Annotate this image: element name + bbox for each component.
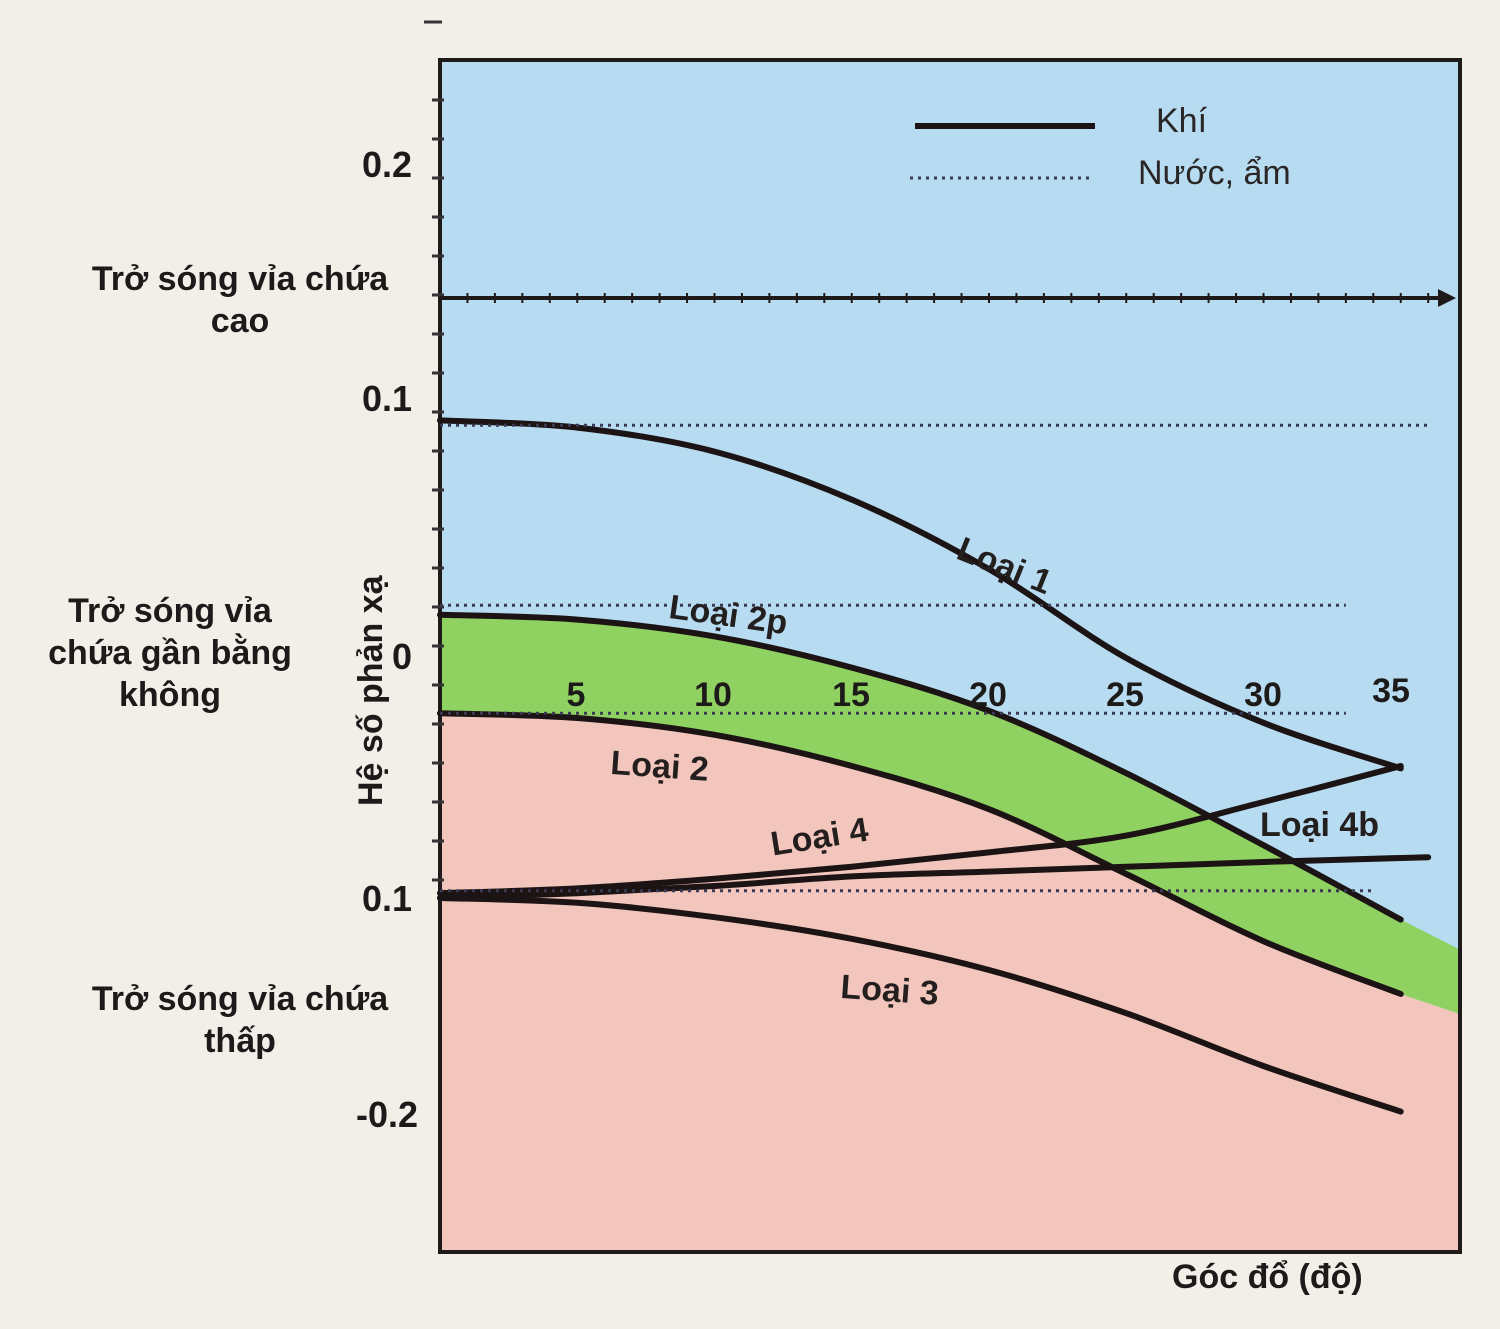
zone-label-line: Trở sóng vỉa chứa [91, 260, 389, 298]
zone-label-line: Trở sóng vỉa chứa [91, 980, 389, 1018]
series-line-loai-4b [437, 854, 1432, 901]
x-axis-title: Góc đổ (độ) [1172, 1258, 1363, 1296]
zone-label-low: Trở sóng vỉa chứa thấp [40, 978, 440, 1062]
series-label-loai-3: Loại 3 [839, 968, 941, 1013]
x-tick-label: 25 [1106, 676, 1144, 714]
y-tick-label: 0.1 [361, 378, 412, 419]
x-tick-label: 15 [832, 676, 870, 714]
zone-label-line: cao [210, 302, 270, 340]
x-tick-label: 20 [969, 676, 1007, 714]
plot-frame [438, 58, 1462, 1254]
x-tick-label: 35 [1372, 672, 1410, 710]
series-line-loai-3 [437, 895, 1404, 1115]
y-tick-label: 0.2 [361, 144, 412, 185]
x-tick-label: 10 [694, 676, 732, 714]
zone-low-background [440, 713, 1460, 1252]
zone-label-near-zero: Trở sóng vỉa chứa gần bằng không [0, 590, 340, 716]
series-line-loai-1 [437, 417, 1404, 772]
zone-label-line: không [119, 676, 221, 714]
y-tick-label: 0 [391, 636, 412, 677]
zone-label-line: Trở sóng vỉa [68, 592, 272, 630]
series-label-loai-2: Loại 2 [609, 744, 711, 789]
legend-label-water: Nước, ẩm [1138, 154, 1291, 192]
zone-label-high: Trở sóng vỉa chứa cao [40, 258, 440, 342]
zone-label-line: chứa gần bằng [48, 634, 292, 672]
y-tick-label: -0.2 [355, 1094, 418, 1135]
reference-axis-arrow [1438, 289, 1456, 307]
y-axis-title: Hệ số phản xạ [352, 575, 390, 806]
y-tick-label: 0.1 [361, 878, 412, 919]
series-label-loai-4b: Loại 4b [1260, 806, 1380, 844]
x-tick-label: 30 [1244, 676, 1282, 714]
series-line-loai-2 [437, 710, 1404, 997]
series-line-loai-4 [437, 763, 1404, 897]
legend-label-gas: Khí [1156, 102, 1208, 140]
zone-near-zero-background [440, 614, 1460, 1014]
zone-label-line: thấp [204, 1022, 276, 1060]
x-tick-label: 5 [566, 676, 586, 714]
series-line-loai-2p [437, 611, 1404, 923]
